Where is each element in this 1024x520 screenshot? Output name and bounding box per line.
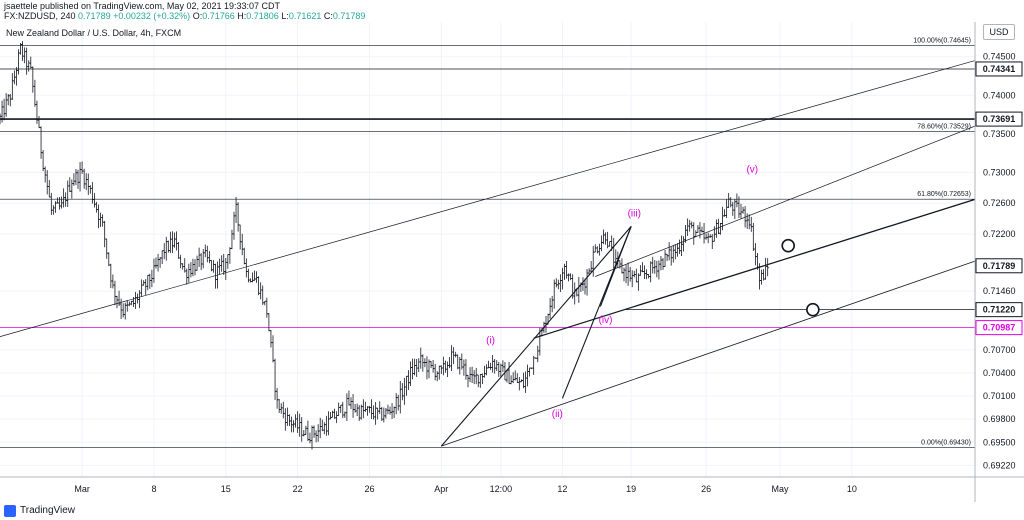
level-price-label: 0.70987	[983, 323, 1016, 333]
wave-label: (ii)	[552, 409, 563, 420]
level-price-box	[975, 302, 1023, 318]
wave-label: (iii)	[628, 208, 641, 219]
time-tick-label: May	[771, 484, 789, 494]
fib-level-label: 78.60%(0.73529)	[917, 124, 971, 131]
wave-label: (i)	[486, 336, 495, 347]
target-circle-marker	[781, 238, 796, 253]
currency-label[interactable]: USD	[983, 24, 1015, 40]
price-tick-label: 0.70400	[983, 368, 1016, 378]
ohlc-line: FX:NZDUSD, 240 0.71789 +0.00232 (+0.32%)…	[4, 11, 365, 21]
time-tick-label: 19	[626, 484, 636, 494]
price-change: +0.00232 (+0.32%)	[113, 11, 191, 21]
time-tick-label: 10	[847, 484, 857, 494]
chart-title: New Zealand Dollar / U.S. Dollar, 4h, FX…	[6, 28, 181, 38]
price-tick-label: 0.70100	[983, 391, 1016, 401]
level-price-label: 0.71220	[983, 305, 1016, 315]
time-tick-label: 22	[293, 484, 303, 494]
wave-label: (v)	[746, 164, 758, 175]
current-price-box	[975, 258, 1023, 274]
wave-label: (iv)	[599, 315, 613, 326]
close-value: 0.71789	[332, 11, 366, 21]
low-label: L:	[281, 11, 289, 21]
price-tick-label: 0.69220	[983, 460, 1016, 470]
price-tick-label: 0.70700	[983, 345, 1016, 355]
time-tick-label: Apr	[434, 484, 448, 494]
time-tick-label: 26	[364, 484, 374, 494]
price-tick-label: 0.72200	[983, 229, 1016, 239]
horizontal-levels: 100.00%(0.74645) 78.60%(0.73529) 61.80%(0.…	[0, 38, 975, 448]
price-tick-label: 0.74000	[983, 90, 1016, 100]
price-chart[interactable]: 100.00%(0.74645) 78.60%(0.73529) 61.80%(0.…	[0, 22, 1024, 502]
grid	[0, 22, 975, 477]
fib-level-label: 0.00%(0.69430)	[921, 440, 971, 447]
level-price-label: 0.73691	[983, 114, 1016, 124]
price-tick-label: 0.72600	[983, 198, 1016, 208]
time-tick-label: 12	[557, 484, 567, 494]
price-tick-label: 0.74500	[983, 52, 1016, 62]
fib-level-label: 100.00%(0.74645)	[913, 38, 971, 45]
low-value: 0.71621	[288, 11, 322, 21]
price-tick-label: 0.73500	[983, 129, 1016, 139]
trendline	[0, 60, 976, 337]
trendline	[595, 125, 976, 277]
level-price-box	[975, 111, 1023, 127]
high-label: H:	[237, 11, 247, 21]
trendlines[interactable]	[0, 60, 976, 447]
chart-header: jsaettele published on TradingView.com, …	[0, 0, 1024, 22]
trendline	[533, 198, 976, 339]
ohlc-bars	[0, 41, 770, 450]
symbol[interactable]: FX:NZDUSD, 240	[4, 11, 76, 21]
brand-text[interactable]: TradingView	[20, 505, 76, 516]
annotations: (i) (ii) (iii) (iv) (v)	[486, 164, 820, 420]
tradingview-logo-icon[interactable]	[4, 505, 16, 517]
time-tick-label: 15	[221, 484, 231, 494]
close-label: C:	[323, 11, 333, 21]
time-tick-label: 26	[701, 484, 711, 494]
fib-level-label: 61.80%(0.72653)	[917, 191, 971, 198]
target-circle-marker	[806, 302, 820, 317]
current-price-label: 0.71789	[983, 261, 1016, 271]
last-price: 0.71789	[78, 11, 111, 21]
level-price-label: 0.74341	[983, 64, 1016, 74]
footer: TradingView	[0, 502, 1024, 520]
high-value: 0.71806	[246, 11, 279, 21]
open-label: O:	[192, 11, 203, 21]
level-price-box	[975, 61, 1023, 77]
time-axis[interactable]: Mar 8 15 22 26 Apr 12:00 12 19 26 May 10	[0, 476, 1024, 494]
trendline	[441, 260, 976, 447]
price-tick-label: 0.69500	[983, 437, 1016, 447]
price-tick-label: 0.69800	[983, 414, 1016, 424]
level-price-box	[975, 320, 1023, 336]
time-tick-label: Mar	[74, 484, 90, 494]
trendline	[440, 226, 632, 447]
price-axis[interactable]: 0.69220 0.69500 0.69800 0.70100 0.70400 0.707…	[974, 22, 1023, 502]
publish-line: jsaettele published on TradingView.com, …	[4, 1, 281, 11]
time-tick-label: 12:00	[490, 484, 513, 494]
price-tick-label: 0.71460	[983, 286, 1016, 296]
price-tick-label: 0.73000	[983, 167, 1016, 177]
open-value: 0.71766	[202, 11, 235, 21]
time-tick-label: 8	[151, 484, 156, 494]
